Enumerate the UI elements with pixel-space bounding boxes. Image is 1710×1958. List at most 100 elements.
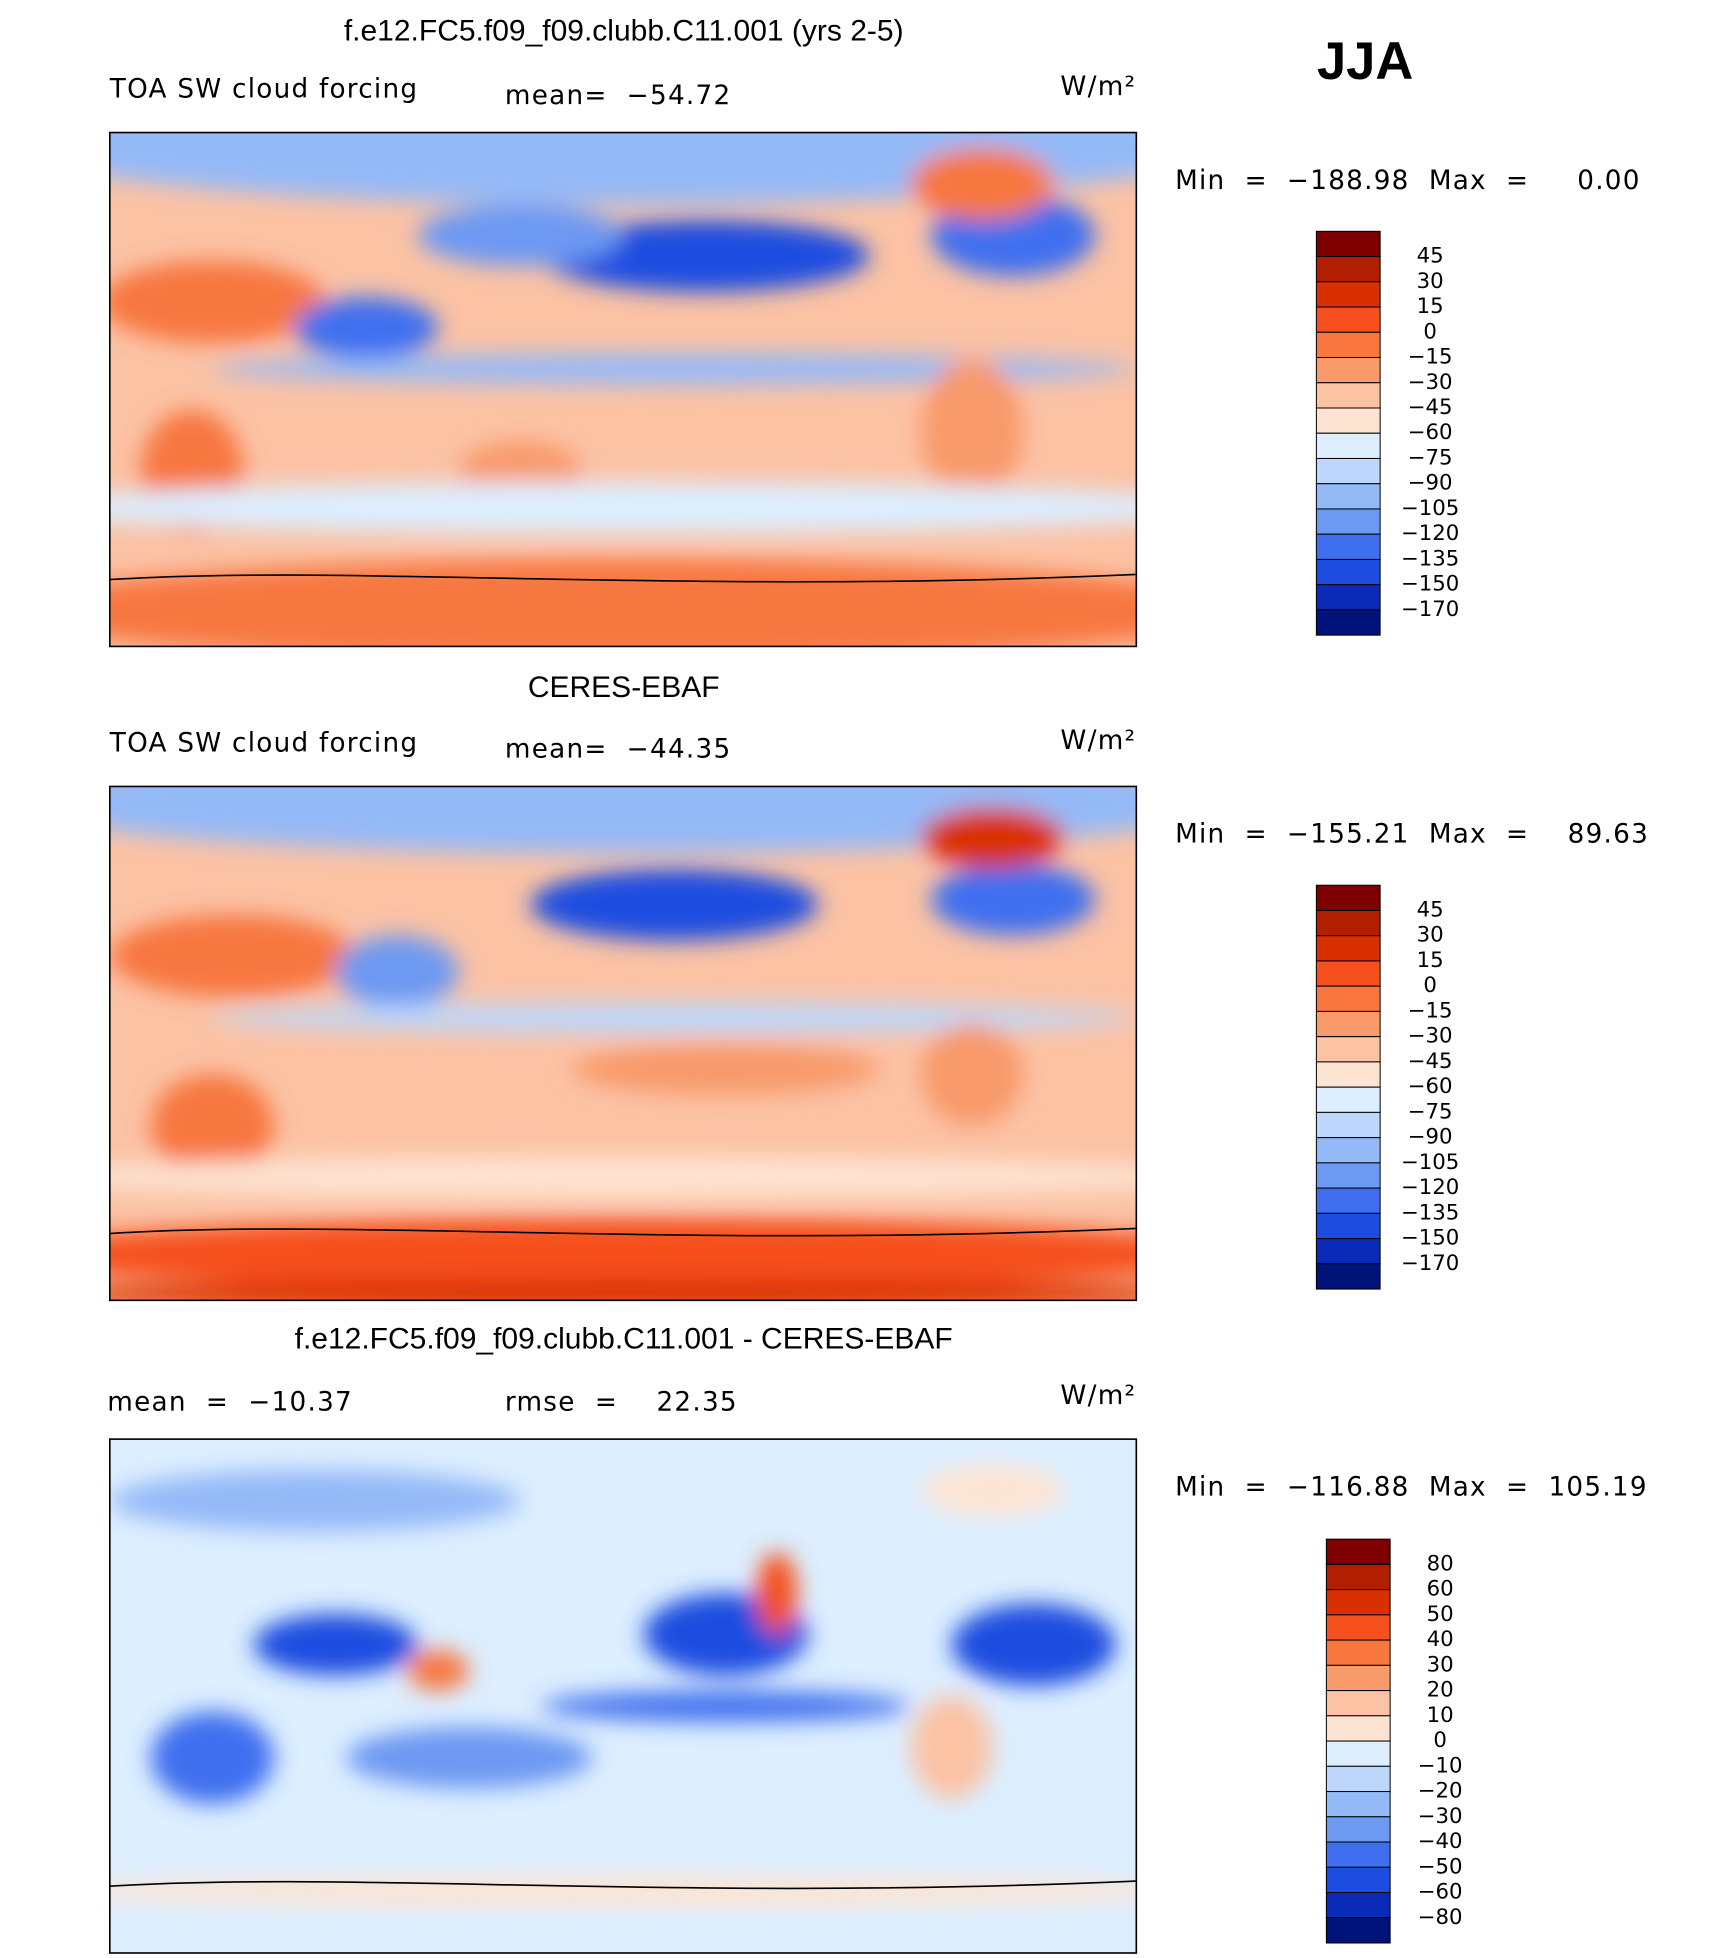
units-label: W/m² <box>1060 72 1136 102</box>
map-field <box>109 132 1137 647</box>
field-blob <box>756 1552 798 1635</box>
colorbar-box <box>1315 457 1381 485</box>
colorbar-box <box>1315 909 1381 937</box>
field-blob <box>253 1613 418 1676</box>
field-blob <box>920 358 1024 503</box>
colorbar-label: 0 <box>1433 1728 1447 1753</box>
colorbar-box <box>1325 1639 1391 1666</box>
colorbar-box <box>1315 1263 1381 1290</box>
field-blob <box>540 1690 911 1722</box>
colorbar-box <box>1325 1563 1391 1591</box>
colorbar-box <box>1325 1715 1391 1742</box>
field-blob <box>109 261 326 344</box>
colorbar-label: 0 <box>1423 319 1437 344</box>
colorbar-label: −75 <box>1408 445 1453 470</box>
colorbar-label: 0 <box>1423 973 1437 998</box>
colorbar-box <box>1315 407 1381 434</box>
colorbar-label: 15 <box>1417 948 1444 973</box>
stat-label: mean = −10.37 <box>107 1387 353 1417</box>
colorbar-label: −20 <box>1418 1779 1463 1804</box>
colorbar-label: 60 <box>1427 1577 1454 1602</box>
field-blob <box>920 807 1065 869</box>
colorbar-box <box>1315 1238 1381 1265</box>
colorbar-label: −150 <box>1401 1226 1459 1251</box>
range-label: Min = −155.21 Max = 89.63 <box>1175 820 1649 850</box>
colorbar-label: −90 <box>1408 471 1453 496</box>
colorbar-box <box>1315 584 1381 611</box>
colorbar-label: 15 <box>1417 294 1444 319</box>
colorbar-label: −120 <box>1401 1175 1459 1200</box>
colorbar-box <box>1315 1061 1381 1088</box>
colorbar-box <box>1315 1187 1381 1214</box>
colorbar-box <box>1325 1866 1391 1894</box>
range-label: Min = −188.98 Max = 0.00 <box>1175 166 1641 196</box>
field-blob <box>920 1464 1065 1517</box>
colorbar-label: −135 <box>1401 546 1459 571</box>
colorbar-box <box>1315 508 1381 535</box>
field-blobs <box>109 1464 1137 1907</box>
colorbar-label: 40 <box>1427 1627 1454 1652</box>
colorbar-box <box>1315 331 1381 359</box>
stat-label: rmse = 22.35 <box>505 1387 738 1417</box>
colorbar-label: −170 <box>1401 597 1459 622</box>
map-frame <box>108 131 1138 648</box>
colorbar-label: −135 <box>1401 1200 1459 1225</box>
colorbar-box <box>1315 256 1381 283</box>
colorbar-label: −40 <box>1418 1829 1463 1854</box>
colorbar-box <box>1315 1137 1381 1164</box>
field-blob <box>109 1279 1137 1301</box>
field-blob <box>212 353 1137 385</box>
field-blob <box>109 914 357 998</box>
field-blob <box>109 481 1137 534</box>
colorbar-label: −30 <box>1418 1804 1463 1829</box>
colorbar-box <box>1315 1212 1381 1240</box>
field-blob <box>345 1726 593 1789</box>
colorbar-label: −120 <box>1401 521 1459 546</box>
colorbar-box <box>1315 382 1381 409</box>
colorbar-label: −105 <box>1401 496 1459 521</box>
colorbar-box <box>1315 884 1381 911</box>
colorbar-label: −30 <box>1408 370 1453 395</box>
field-blob <box>109 1875 1137 1907</box>
field-blob <box>530 868 819 941</box>
field-blob <box>571 1043 880 1095</box>
field-blob <box>931 863 1096 936</box>
colorbar-box <box>1315 281 1381 308</box>
field-blob <box>540 219 870 292</box>
units-label: W/m² <box>1060 726 1136 756</box>
colorbar-box <box>1325 1690 1391 1717</box>
colorbar-label: −170 <box>1401 1251 1459 1276</box>
colorbar-box <box>1315 609 1381 636</box>
colorbar-box <box>1325 1791 1391 1818</box>
colorbar-box <box>1315 432 1381 459</box>
units-label: W/m² <box>1060 1381 1136 1411</box>
colorbar-label: −105 <box>1401 1150 1459 1175</box>
colorbar-box <box>1315 483 1381 510</box>
range-label: Min = −116.88 Max = 105.19 <box>1175 1472 1648 1502</box>
colorbar-label: 50 <box>1427 1602 1454 1627</box>
map-field <box>109 786 1137 1301</box>
field-blob <box>294 296 439 359</box>
colorbar-label: −45 <box>1408 395 1453 420</box>
colorbar-box <box>1325 1917 1391 1944</box>
field-blob <box>951 1603 1116 1686</box>
colorbar-label: −15 <box>1408 345 1453 370</box>
coastline <box>109 1880 1137 1890</box>
colorbar-label: 80 <box>1427 1551 1454 1576</box>
colorbar-label: 30 <box>1427 1652 1454 1677</box>
colorbar-label: −80 <box>1418 1905 1463 1930</box>
colorbar-box <box>1315 306 1381 333</box>
colorbar-label: 45 <box>1417 244 1444 269</box>
coastline <box>109 1227 1137 1237</box>
colorbar-box <box>1325 1765 1391 1793</box>
colorbar-label: −90 <box>1408 1125 1453 1150</box>
colorbar-box <box>1315 985 1381 1012</box>
field-blob <box>910 1696 993 1799</box>
panel-title: f.e12.FC5.f09_f09.clubb.C11.001 - CERES-… <box>295 1322 953 1355</box>
colorbar-box <box>1325 1538 1391 1565</box>
map-field <box>109 1439 1137 1953</box>
colorbar-label: 10 <box>1427 1703 1454 1728</box>
colorbar-box <box>1315 533 1381 560</box>
panel-title: CERES-EBAF <box>528 671 720 704</box>
